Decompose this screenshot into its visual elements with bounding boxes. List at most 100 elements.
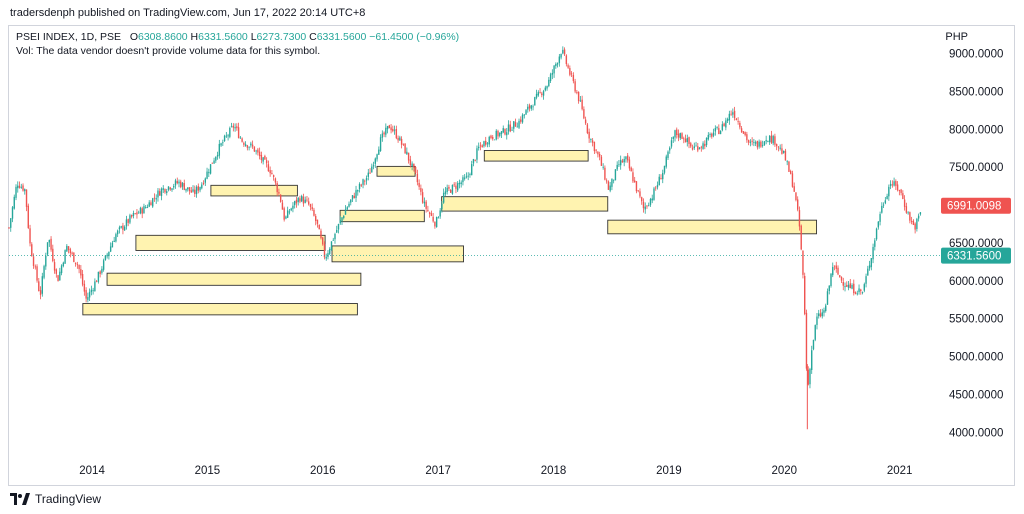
candle-body <box>267 164 270 172</box>
candle-body <box>653 188 655 200</box>
candle-body <box>763 141 766 146</box>
candle-body <box>169 187 171 190</box>
candle-body <box>209 164 212 174</box>
candle-body <box>371 166 373 173</box>
zones-layer <box>82 150 818 316</box>
candle-body <box>528 105 531 109</box>
candle-body <box>595 149 597 151</box>
candle-body <box>232 125 235 128</box>
candle-body <box>339 220 341 224</box>
candle-body <box>523 114 525 116</box>
candle-body <box>409 159 412 165</box>
candle-body <box>495 130 497 140</box>
footer-brand[interactable]: TradingView <box>10 492 101 506</box>
candle-body <box>220 143 222 146</box>
x-tick-label: 2014 <box>79 465 105 477</box>
candle-body <box>725 120 727 128</box>
candle-body <box>449 189 452 193</box>
candle-body <box>863 284 866 291</box>
candle-body <box>148 202 150 207</box>
candle-body <box>367 172 369 177</box>
candle-body <box>500 131 503 135</box>
candle-body <box>751 140 753 142</box>
candle-body <box>881 205 883 213</box>
candle-body <box>563 49 566 55</box>
candle-body <box>302 196 305 204</box>
support-zone-box <box>331 245 464 263</box>
candle-body <box>782 151 785 153</box>
support-zone-box <box>210 184 298 197</box>
candle-body <box>521 114 524 123</box>
candle-body <box>344 209 347 215</box>
candle-body <box>786 161 788 163</box>
candle-body <box>791 173 794 187</box>
candle-body <box>847 284 850 288</box>
candle-body <box>10 218 12 228</box>
last-price-badge-label: 6991.0098 <box>947 201 1001 213</box>
candle-body <box>262 157 264 162</box>
candle-body <box>364 180 366 182</box>
candle-body <box>223 135 226 142</box>
candle-body <box>497 131 499 137</box>
candle-body <box>441 203 443 210</box>
candle-body <box>372 165 375 167</box>
candle-body <box>434 221 436 227</box>
candle-body <box>120 226 122 228</box>
y-tick-label: 7500.0000 <box>949 162 1003 174</box>
candle-body <box>646 205 648 207</box>
candle-body <box>132 213 135 216</box>
candle-body <box>215 156 217 161</box>
candle-body <box>194 189 196 194</box>
candle-body <box>781 148 783 154</box>
price-axis: 9000.00008500.00008000.00007500.00007000… <box>949 49 1003 440</box>
candle-body <box>485 140 487 145</box>
candle-body <box>728 113 731 121</box>
candle-body <box>849 283 851 289</box>
candle-body <box>663 165 666 173</box>
candle-body <box>814 325 816 340</box>
candle-body <box>323 243 326 258</box>
candle-body <box>742 131 745 134</box>
candle-body <box>670 140 673 147</box>
candle-body <box>856 293 858 295</box>
candle-body <box>854 292 857 294</box>
candle-body <box>465 176 468 178</box>
time-axis: 2014 2015 2016 2017 2018 2019 2020 2021 <box>79 465 912 477</box>
candle-body <box>719 130 722 135</box>
candle-body <box>139 207 142 214</box>
candle-body <box>31 244 33 257</box>
candle-body <box>662 172 664 180</box>
candle-body <box>681 133 683 139</box>
candle-body <box>385 127 387 135</box>
candle-body <box>150 202 152 206</box>
candle-body <box>756 140 759 148</box>
candle-body <box>94 281 96 292</box>
candle-body <box>113 240 115 242</box>
candle-body <box>167 186 170 190</box>
candle-body <box>693 146 695 149</box>
candle-body <box>88 291 91 298</box>
candle-body <box>704 143 706 147</box>
candle-body <box>812 339 815 350</box>
candle-body <box>907 212 909 214</box>
candle-body <box>446 187 448 192</box>
candle-body <box>62 262 65 267</box>
candle-body <box>583 109 585 119</box>
support-zone-box <box>607 219 818 235</box>
candle-body <box>858 288 860 293</box>
candle-body <box>772 136 774 144</box>
candle-body <box>558 56 561 63</box>
y-tick-label: 5500.0000 <box>949 314 1003 326</box>
candle-body <box>469 174 471 176</box>
candle-body <box>413 163 415 168</box>
candle-body <box>99 271 101 275</box>
candle-body <box>565 55 568 65</box>
candle-body <box>308 201 310 205</box>
candle-body <box>602 166 604 168</box>
candle-body <box>688 137 690 145</box>
candle-body <box>818 313 820 317</box>
candle-body <box>893 181 895 186</box>
candle-body <box>337 223 340 230</box>
candle-body <box>195 186 198 195</box>
